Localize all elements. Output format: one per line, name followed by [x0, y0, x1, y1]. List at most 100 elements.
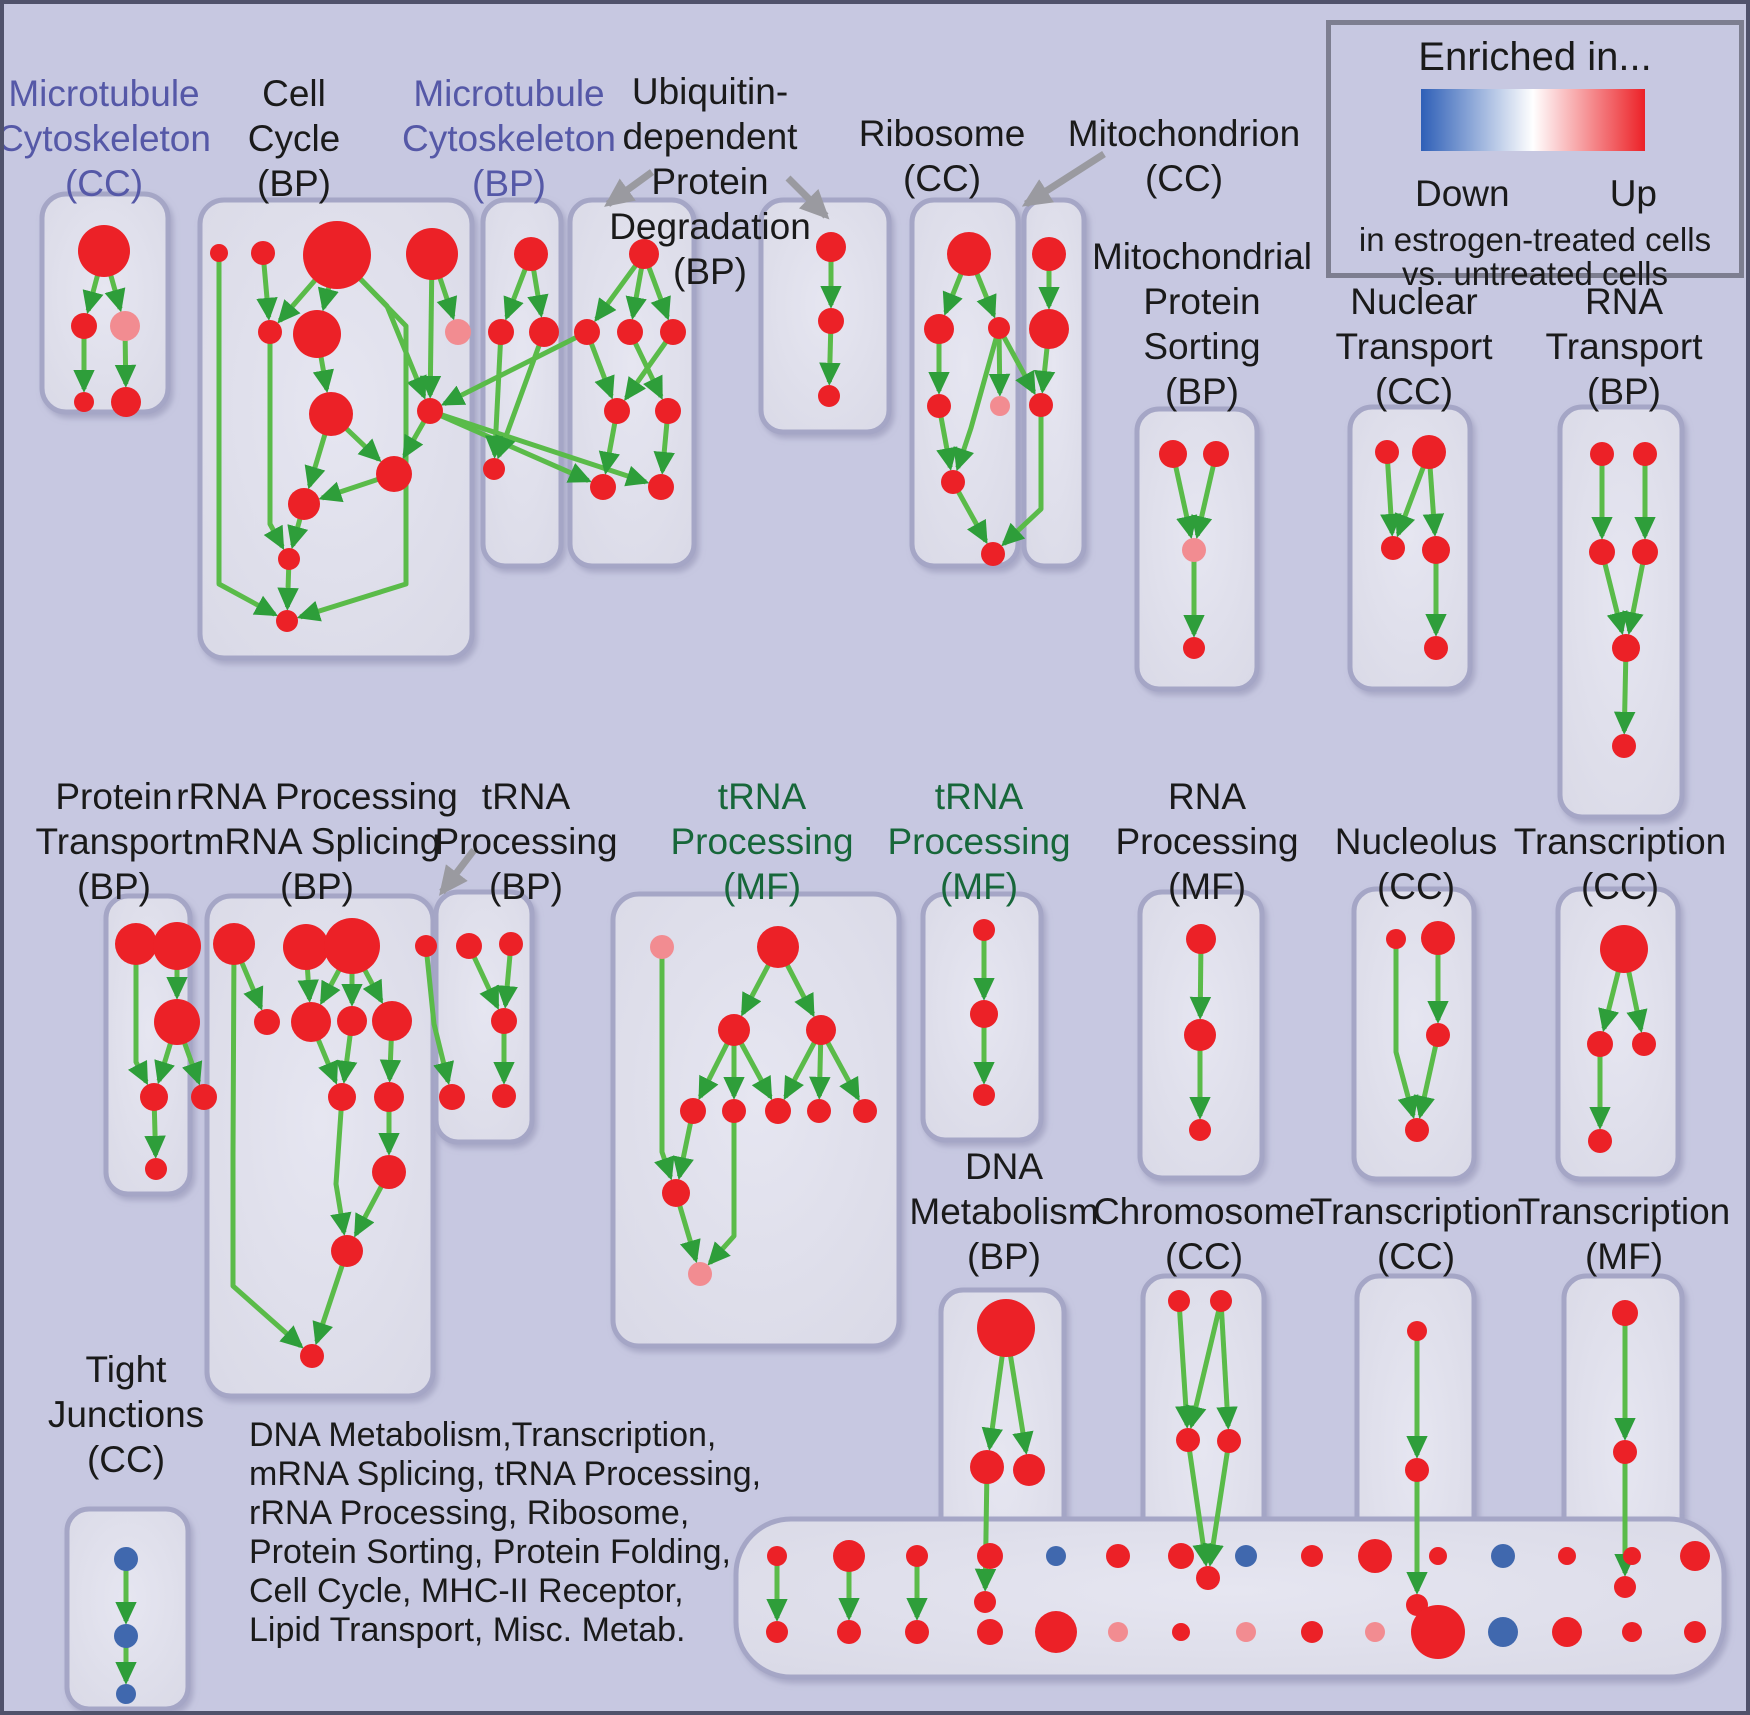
- go-node-pt2: [153, 922, 201, 970]
- go-node-L2t: [833, 1540, 865, 1572]
- cluster-box-trna-mf-big: [610, 891, 902, 1349]
- cluster-label-transcription-cc-mid: Transcription (CC): [1514, 821, 1726, 907]
- go-node-c8: [417, 398, 443, 424]
- go-node-ms2: [1203, 441, 1229, 467]
- go-node-q1: [1600, 925, 1648, 973]
- go-node-tj1: [114, 1547, 138, 1571]
- note-line: Lipid Transport, Misc. Metab.: [249, 1611, 686, 1649]
- go-node-pt4: [140, 1083, 168, 1111]
- go-node-pt1: [115, 923, 157, 965]
- go-node-f4: [662, 1179, 690, 1207]
- edge-ch2-ch4: [1216, 1300, 1238, 1430]
- go-node-k2: [1421, 921, 1455, 955]
- go-node-d1: [977, 1299, 1035, 1357]
- cluster-label-nuclear-transport: Nuclear Transport (CC): [1336, 281, 1494, 412]
- go-node-msp: [1182, 538, 1206, 562]
- cluster-label-dna-metabolism: DNA Metabolism (BP): [909, 1146, 1098, 1277]
- go-node-L8t: [1235, 1545, 1257, 1567]
- edge-r1-r13: [230, 943, 304, 1349]
- go-node-t1: [514, 237, 548, 271]
- edge-rb3-mt3: [996, 326, 1037, 396]
- go-node-d3: [1013, 1454, 1045, 1486]
- legend-color-gradient-bar: [1421, 89, 1645, 151]
- go-node-fp1: [650, 935, 674, 959]
- label-pointer-arrows: [439, 151, 1106, 896]
- cluster-label-mitochondrion-cc: Mitochondrion (CC): [1068, 113, 1300, 199]
- cluster-label-microtubule-cc: Microtubule Cytoskeleton (CC): [4, 73, 211, 204]
- go-node-r1: [213, 923, 255, 965]
- go-node-rb2: [924, 314, 954, 344]
- go-node-u3: [617, 319, 643, 345]
- go-node-fc: [765, 1098, 791, 1124]
- legend-context-line-1: in estrogen-treated cells: [1358, 221, 1712, 258]
- go-node-L9t: [1301, 1545, 1323, 1567]
- go-node-k4: [1405, 1118, 1429, 1142]
- edge-d2-d4: [974, 1466, 997, 1592]
- cluster-label-microtubule-bp: Microtubule Cytoskeleton (BP): [402, 73, 616, 204]
- go-node-re1: [191, 1084, 217, 1110]
- go-node-rt2: [1633, 442, 1657, 466]
- go-node-nt5: [1424, 636, 1448, 660]
- go-node-t3: [529, 317, 559, 347]
- go-node-m3: [110, 311, 140, 341]
- go-node-tc2: [1405, 1458, 1429, 1482]
- go-node-t4: [483, 458, 505, 480]
- cluster-label-mito-protein-sorting: Mitochondrial Protein Sorting (BP): [1092, 236, 1312, 412]
- go-node-L13b: [1552, 1617, 1582, 1647]
- edge-rb3-rb5: [953, 327, 1002, 472]
- edge-r4-tb4: [423, 945, 455, 1086]
- go-node-m2: [71, 313, 97, 339]
- go-node-tc1: [1407, 1321, 1427, 1341]
- go-node-f1: [757, 926, 799, 968]
- go-node-r8: [372, 1001, 412, 1041]
- go-node-rb6: [981, 542, 1005, 566]
- go-node-tm2: [1613, 1440, 1637, 1464]
- go-node-tb5: [492, 1084, 516, 1108]
- go-node-fe: [853, 1099, 877, 1123]
- go-node-rbp: [990, 396, 1010, 416]
- edge-fb-fp2: [707, 1111, 737, 1266]
- go-node-L8b: [1236, 1622, 1256, 1642]
- go-node-L11b: [1411, 1605, 1465, 1659]
- go-node-r11: [372, 1155, 406, 1189]
- go-node-tm3: [1614, 1576, 1636, 1598]
- edge-ch4-ch5: [1202, 1440, 1232, 1567]
- note-line: mRNA Splicing, tRNA Processing,: [249, 1455, 762, 1493]
- go-node-c12: [276, 610, 298, 632]
- edge-rt3-rt5: [1599, 551, 1628, 636]
- edge-c1-c12: [216, 253, 279, 617]
- go-node-u2: [574, 319, 600, 345]
- go-node-g3: [973, 1084, 995, 1106]
- go-node-d2: [970, 1450, 1004, 1484]
- go-node-g2: [970, 1000, 998, 1028]
- go-node-r10: [374, 1082, 404, 1112]
- go-node-r5: [254, 1009, 280, 1035]
- go-node-fp2: [688, 1262, 712, 1286]
- go-node-d4: [974, 1591, 996, 1613]
- edge-fp1-f4: [654, 947, 675, 1181]
- cluster-label-chromosome-cc: Chromosome (CC): [1093, 1191, 1315, 1277]
- go-node-nt1: [1375, 440, 1399, 464]
- label-pointer-arrow-3: [1021, 151, 1106, 207]
- go-node-h1: [1186, 924, 1216, 954]
- go-node-g1: [973, 919, 995, 941]
- edge-k3-k4: [1413, 1034, 1441, 1120]
- go-node-pt5: [145, 1158, 167, 1180]
- go-node-rb3: [988, 317, 1010, 339]
- go-node-ch1: [1168, 1290, 1190, 1312]
- label-pointer-arrow-2: [785, 175, 830, 220]
- edge-ch2-ch3: [1185, 1300, 1224, 1430]
- go-node-L14b: [1622, 1622, 1642, 1642]
- cluster-label-rna-transport: RNA Transport (BP): [1546, 281, 1704, 412]
- edge-pt1-pt4: [127, 944, 149, 1086]
- go-node-m1: [78, 225, 130, 277]
- shared-categories-note: DNA Metabolism,Transcription, mRNA Splici…: [249, 1416, 761, 1650]
- go-node-tj2: [114, 1624, 138, 1648]
- go-node-fd: [807, 1099, 831, 1123]
- go-node-tj3: [116, 1684, 136, 1704]
- note-line: Cell Cycle, MHC-II Receptor,: [249, 1572, 684, 1610]
- cluster-box-rrna-mrna: [204, 893, 436, 1399]
- edge-t3-t4: [495, 331, 547, 460]
- label-pointer-arrow-1: [604, 169, 655, 207]
